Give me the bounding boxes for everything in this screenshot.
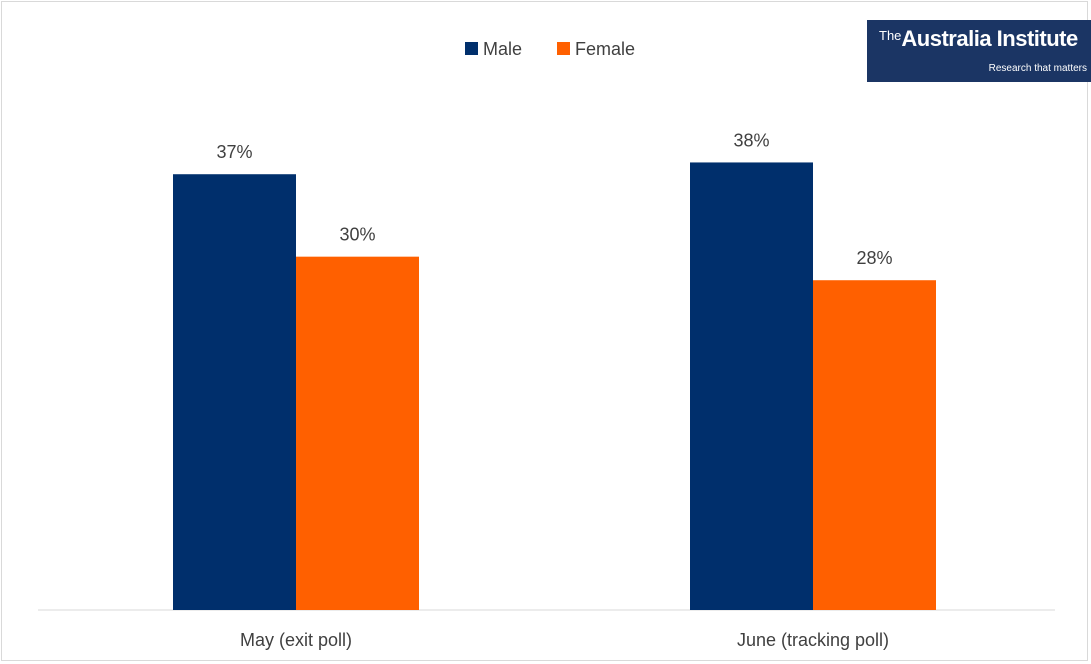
australia-institute-logo: TheAustralia Institute Research that mat… (867, 20, 1091, 82)
legend-swatch-male (465, 42, 478, 55)
data-label-female-june-tracking-poll: 28% (856, 248, 892, 268)
legend-swatch-female (557, 42, 570, 55)
legend-label-female: Female (575, 39, 635, 59)
legend: Male Female (465, 39, 635, 59)
bar-male-june-tracking-poll (690, 162, 813, 610)
data-label-female-may-exit-poll: 30% (339, 225, 375, 245)
bar-male-may-exit-poll (173, 174, 296, 610)
logo-name: TheAustralia Institute (879, 26, 1078, 51)
data-label-male-june-tracking-poll: 38% (733, 130, 769, 150)
category-label-may-exit-poll: May (exit poll) (240, 630, 352, 650)
data-label-male-may-exit-poll: 37% (216, 142, 252, 162)
bar-female-june-tracking-poll (813, 280, 936, 610)
bar-female-may-exit-poll (296, 256, 419, 610)
legend-label-male: Male (483, 39, 522, 59)
logo-tagline: Research that matters (988, 63, 1087, 74)
category-label-june-tracking-poll: June (tracking poll) (737, 630, 889, 650)
